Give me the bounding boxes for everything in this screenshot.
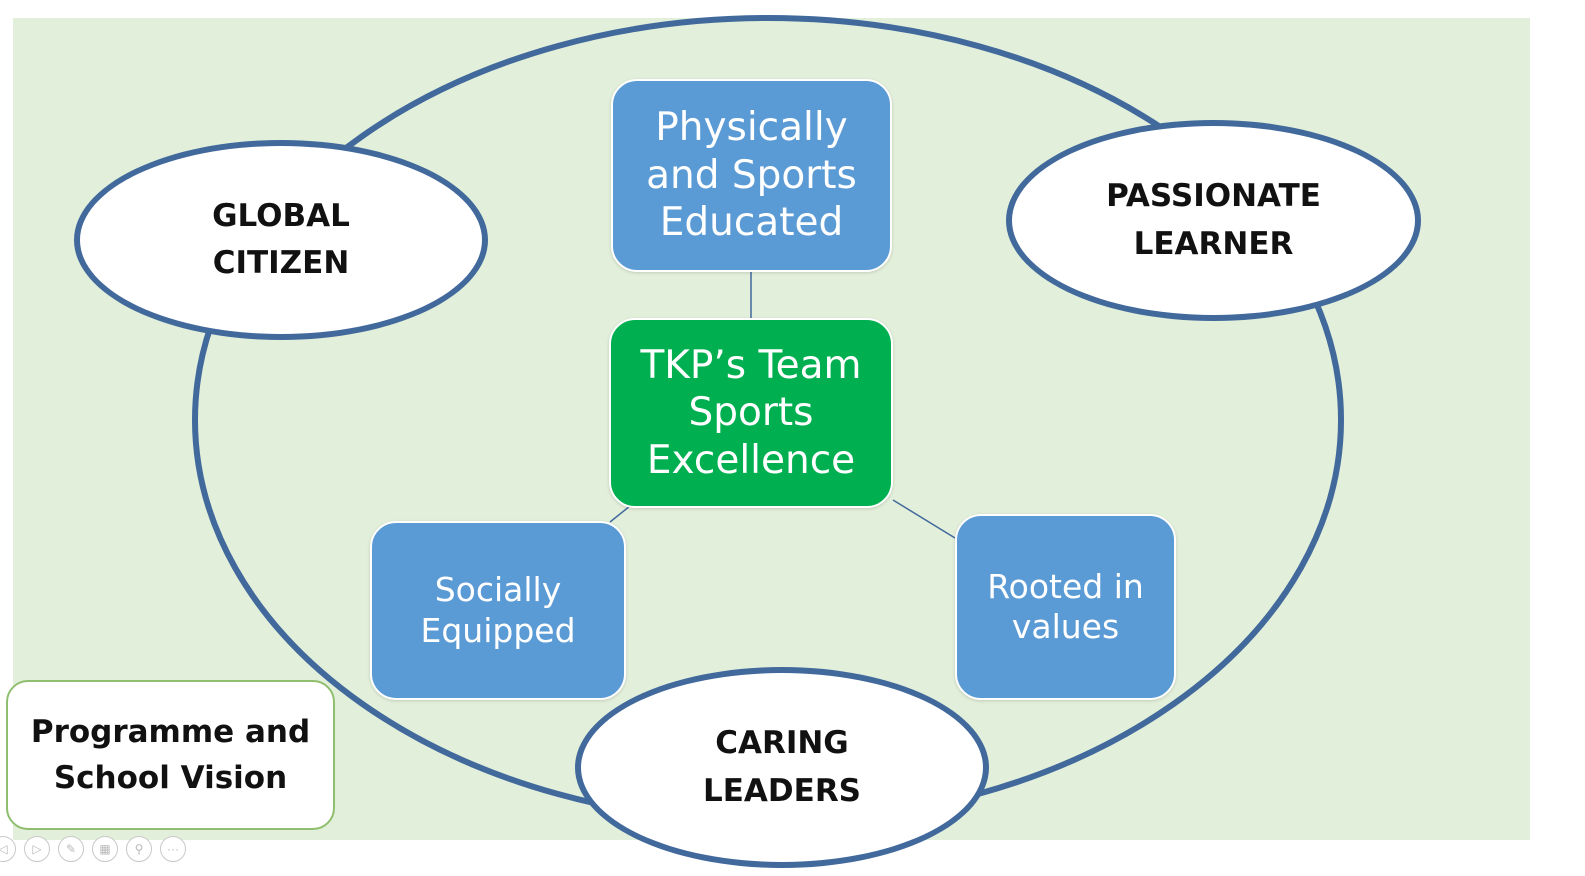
- global-citizen-label: GLOBAL CITIZEN: [212, 197, 350, 281]
- physically-sports-educated-label: Physically and Sports Educated: [646, 105, 857, 246]
- rooted-in-values-label: Rooted in values: [987, 566, 1144, 646]
- previous-icon[interactable]: ◁: [0, 836, 16, 862]
- passionate-learner-label: PASSIONATE LEARNER: [1106, 178, 1321, 262]
- zoom-icon[interactable]: ⚲: [126, 836, 152, 862]
- slides-icon[interactable]: ▦: [92, 836, 118, 862]
- team-sports-excellence-label: TKP’s Team Sports Excellence: [640, 342, 862, 483]
- more-icon[interactable]: ···: [160, 836, 186, 862]
- programme-school-vision-label: Programme and School Vision: [30, 713, 311, 797]
- connector-center-social: [609, 505, 631, 523]
- connector-center-values: [892, 499, 956, 539]
- next-icon[interactable]: ▷: [24, 836, 50, 862]
- socially-equipped-label: Socially Equipped: [420, 570, 576, 650]
- passionate-learner-ellipse: PASSIONATE LEARNER: [1006, 120, 1421, 321]
- caring-leaders-label: CARING LEADERS: [702, 725, 862, 809]
- caring-leaders-ellipse: CARING LEADERS: [575, 667, 989, 868]
- slideshow-controls: ◁ ▷ ✎ ▦ ⚲ ···: [0, 832, 186, 866]
- global-citizen-ellipse: GLOBAL CITIZEN: [74, 140, 488, 340]
- socially-equipped-box: Socially Equipped: [370, 521, 626, 700]
- rooted-in-values-box: Rooted in values: [955, 514, 1176, 700]
- pen-icon[interactable]: ✎: [58, 836, 84, 862]
- team-sports-excellence-box: TKP’s Team Sports Excellence: [609, 318, 893, 508]
- physically-sports-educated-box: Physically and Sports Educated: [611, 79, 892, 272]
- programme-school-vision-box: Programme and School Vision: [6, 680, 335, 830]
